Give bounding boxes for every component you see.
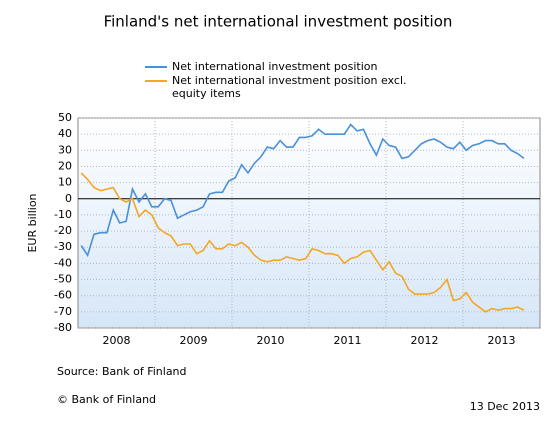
y-tick-label: 0 [65,192,72,205]
x-tick-label: 2011 [334,334,362,347]
y-tick-label: 50 [58,111,72,124]
chart-title: Finland's net international investment p… [104,13,453,31]
legend-swatch [145,66,167,68]
y-axis-label: EUR billion [26,193,39,252]
x-tick-label: 2008 [103,334,131,347]
y-tick-label: -10 [54,208,72,221]
x-tick-label: 2010 [257,334,285,347]
y-tick-label: -50 [54,273,72,286]
y-tick-label: 30 [58,143,72,156]
legend-item: Net international investment position ex… [145,74,435,100]
source: Source: Bank of Finland [57,365,187,378]
y-tick-label: -70 [54,305,72,318]
y-tick-label: -80 [54,321,72,334]
legend-label: Net international investment position [172,60,378,73]
series-line [80,172,525,313]
legend-item: Net international investment position [145,60,435,73]
legend-swatch [145,80,167,82]
x-tick-label: 2009 [180,334,208,347]
series-line [80,123,525,258]
y-tick-label: 20 [58,159,72,172]
y-tick-label: -30 [54,240,72,253]
legend-label: Net international investment position ex… [172,74,407,100]
y-tick-label: -40 [54,256,72,269]
copyright: © Bank of Finland [57,393,156,406]
y-tick-label: -20 [54,224,72,237]
y-tick-label: 10 [58,176,72,189]
x-tick-label: 2012 [411,334,439,347]
y-tick-label: -60 [54,289,72,302]
legend: Net international investment position Net… [145,60,435,101]
y-tick-label: 40 [58,127,72,140]
date: 13 Dec 2013 [470,400,540,413]
x-tick-label: 2013 [488,334,516,347]
